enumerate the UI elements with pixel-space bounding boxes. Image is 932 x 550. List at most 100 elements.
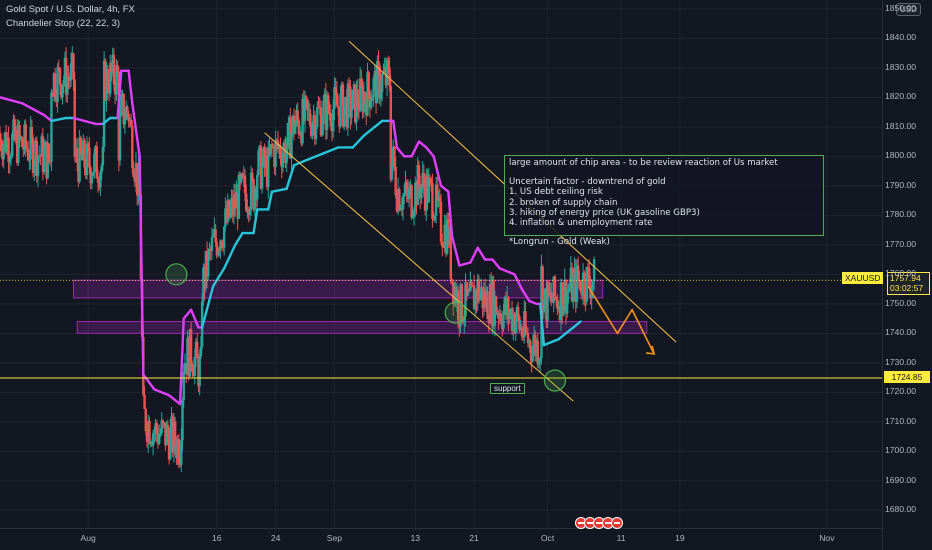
candle-body: [525, 332, 528, 334]
candle-body: [442, 246, 445, 248]
candle-body: [409, 185, 412, 189]
candle-body: [9, 156, 13, 160]
candle-body: [258, 145, 261, 151]
candle-body: [360, 78, 363, 86]
time-tick-label: Sep: [326, 533, 343, 543]
chandelier-stop-segment: [458, 261, 472, 267]
support-label[interactable]: support: [490, 383, 525, 394]
candle-body: [205, 251, 209, 277]
candle-body: [281, 152, 285, 168]
candle-body: [396, 189, 400, 212]
candle-body: [412, 211, 416, 217]
candle-body: [67, 76, 70, 79]
candle-body: [452, 282, 455, 305]
candle-body: [545, 288, 548, 321]
candle-body: [219, 240, 222, 251]
candle-body: [222, 226, 226, 249]
price-tick-label: 1850.00: [885, 2, 917, 13]
candle-body: [320, 123, 324, 136]
candle-body: [296, 110, 299, 121]
candle-body: [110, 62, 113, 73]
candle-body: [116, 65, 119, 72]
candle-body: [136, 163, 139, 196]
chandelier-stop-segment: [178, 317, 185, 406]
candle-body: [171, 416, 174, 453]
candle-body: [383, 66, 386, 73]
candle-body: [569, 267, 573, 289]
chandelier-stop-segment: [267, 190, 274, 211]
candle-body: [100, 165, 103, 173]
candle-body: [562, 305, 565, 316]
candle-body: [218, 249, 221, 251]
candle-body: [508, 314, 511, 320]
time-tick-label: Nov: [819, 533, 835, 543]
candle-body: [271, 146, 275, 148]
candle-body: [88, 147, 91, 168]
candle-body: [162, 422, 166, 424]
candle-body: [254, 188, 258, 200]
annotation-note[interactable]: large amount of chip area - to be review…: [504, 155, 824, 247]
candle-body: [52, 73, 56, 97]
candle-body: [584, 296, 587, 302]
candle-body: [411, 216, 415, 218]
chandelier-stop-segment: [564, 326, 575, 335]
trend-channel-line: [264, 132, 574, 402]
candle-body: [300, 132, 303, 144]
candle-body: [134, 163, 138, 182]
candle-body: [123, 119, 127, 125]
candle-body: [302, 98, 305, 122]
chandelier-stop-segment: [153, 388, 171, 397]
candle-body: [347, 83, 351, 87]
candle-body: [469, 281, 472, 292]
candle-body: [447, 219, 450, 245]
candle-body: [485, 291, 488, 308]
note-line: Uncertain factor - downtrend of gold: [509, 177, 666, 188]
candle-body: [554, 297, 558, 300]
candle-body: [124, 106, 128, 120]
candle-body: [341, 84, 345, 127]
candle-body: [532, 334, 536, 347]
price-tick-label: 1820.00: [885, 91, 917, 102]
time-tick-label: 16: [212, 533, 222, 543]
candle-body: [122, 93, 125, 125]
candle-body: [7, 137, 10, 163]
candle-body: [574, 267, 577, 303]
candle-body: [2, 143, 5, 160]
candle-body: [57, 67, 60, 69]
candle-body: [421, 172, 424, 186]
price-tick-label: 1760.00: [885, 268, 917, 279]
currency-badge[interactable]: USD: [896, 3, 921, 16]
candle-body: [153, 432, 156, 434]
chandelier-stop-segment: [222, 243, 237, 270]
candle-body: [322, 100, 325, 124]
candle-body: [471, 285, 475, 287]
candle-body: [573, 267, 576, 277]
last-price: 1757.94: [890, 273, 921, 283]
candle-body: [401, 195, 405, 210]
candle-body: [286, 123, 290, 149]
candle-body: [13, 119, 16, 141]
candle-body: [305, 96, 308, 100]
candle-body: [537, 361, 541, 365]
price-tick-label: 1770.00: [885, 238, 917, 249]
candle-body: [444, 224, 448, 254]
candle-body: [509, 308, 513, 315]
us-flag-icon[interactable]: [611, 517, 623, 529]
candle-body: [530, 352, 533, 362]
candle-body: [546, 282, 549, 321]
candle-body: [558, 306, 562, 321]
candle-body: [55, 97, 58, 102]
candle-body: [58, 67, 62, 85]
price-tick-label: 1730.00: [885, 356, 917, 367]
candle-body: [365, 99, 368, 116]
candle-body: [62, 80, 65, 87]
candle-body: [199, 346, 203, 357]
indicator-legend[interactable]: Chandelier Stop (22, 22, 3): [6, 18, 121, 29]
candle-body: [257, 150, 260, 175]
candle-body: [474, 290, 477, 310]
candle-body: [357, 108, 361, 111]
chandelier-stop-segment: [101, 116, 112, 126]
candle-body: [356, 89, 359, 109]
candle-body: [204, 251, 207, 289]
